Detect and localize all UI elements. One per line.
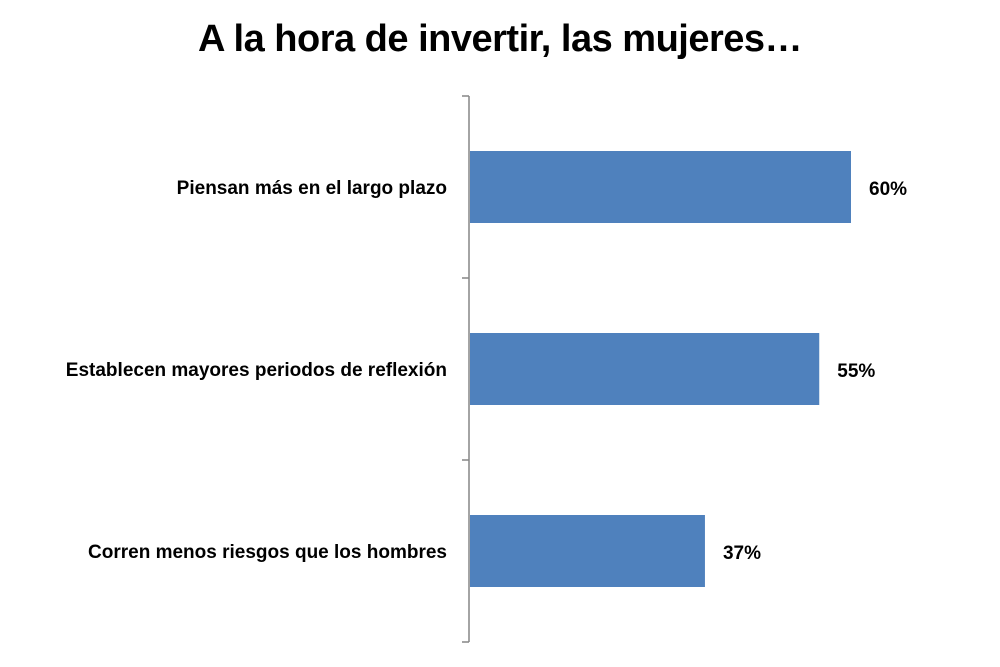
value-label-2: 55% — [837, 361, 875, 382]
axis — [462, 95, 470, 643]
category-label-2: Establecen mayores periodos de reflexión — [66, 360, 447, 381]
labels: Piensan más en el largo plazo 60% Establec… — [66, 178, 907, 564]
bar-3 — [470, 515, 705, 587]
bar-2 — [470, 333, 820, 405]
category-label-1: Piensan más en el largo plazo — [177, 178, 447, 199]
value-label-1: 60% — [869, 179, 907, 200]
chart-title: A la hora de invertir, las mujeres… — [197, 18, 803, 60]
bars — [470, 151, 851, 587]
value-label-3: 37% — [723, 543, 761, 564]
bar-1 — [470, 151, 851, 223]
category-label-3: Corren menos riesgos que los hombres — [88, 542, 447, 563]
